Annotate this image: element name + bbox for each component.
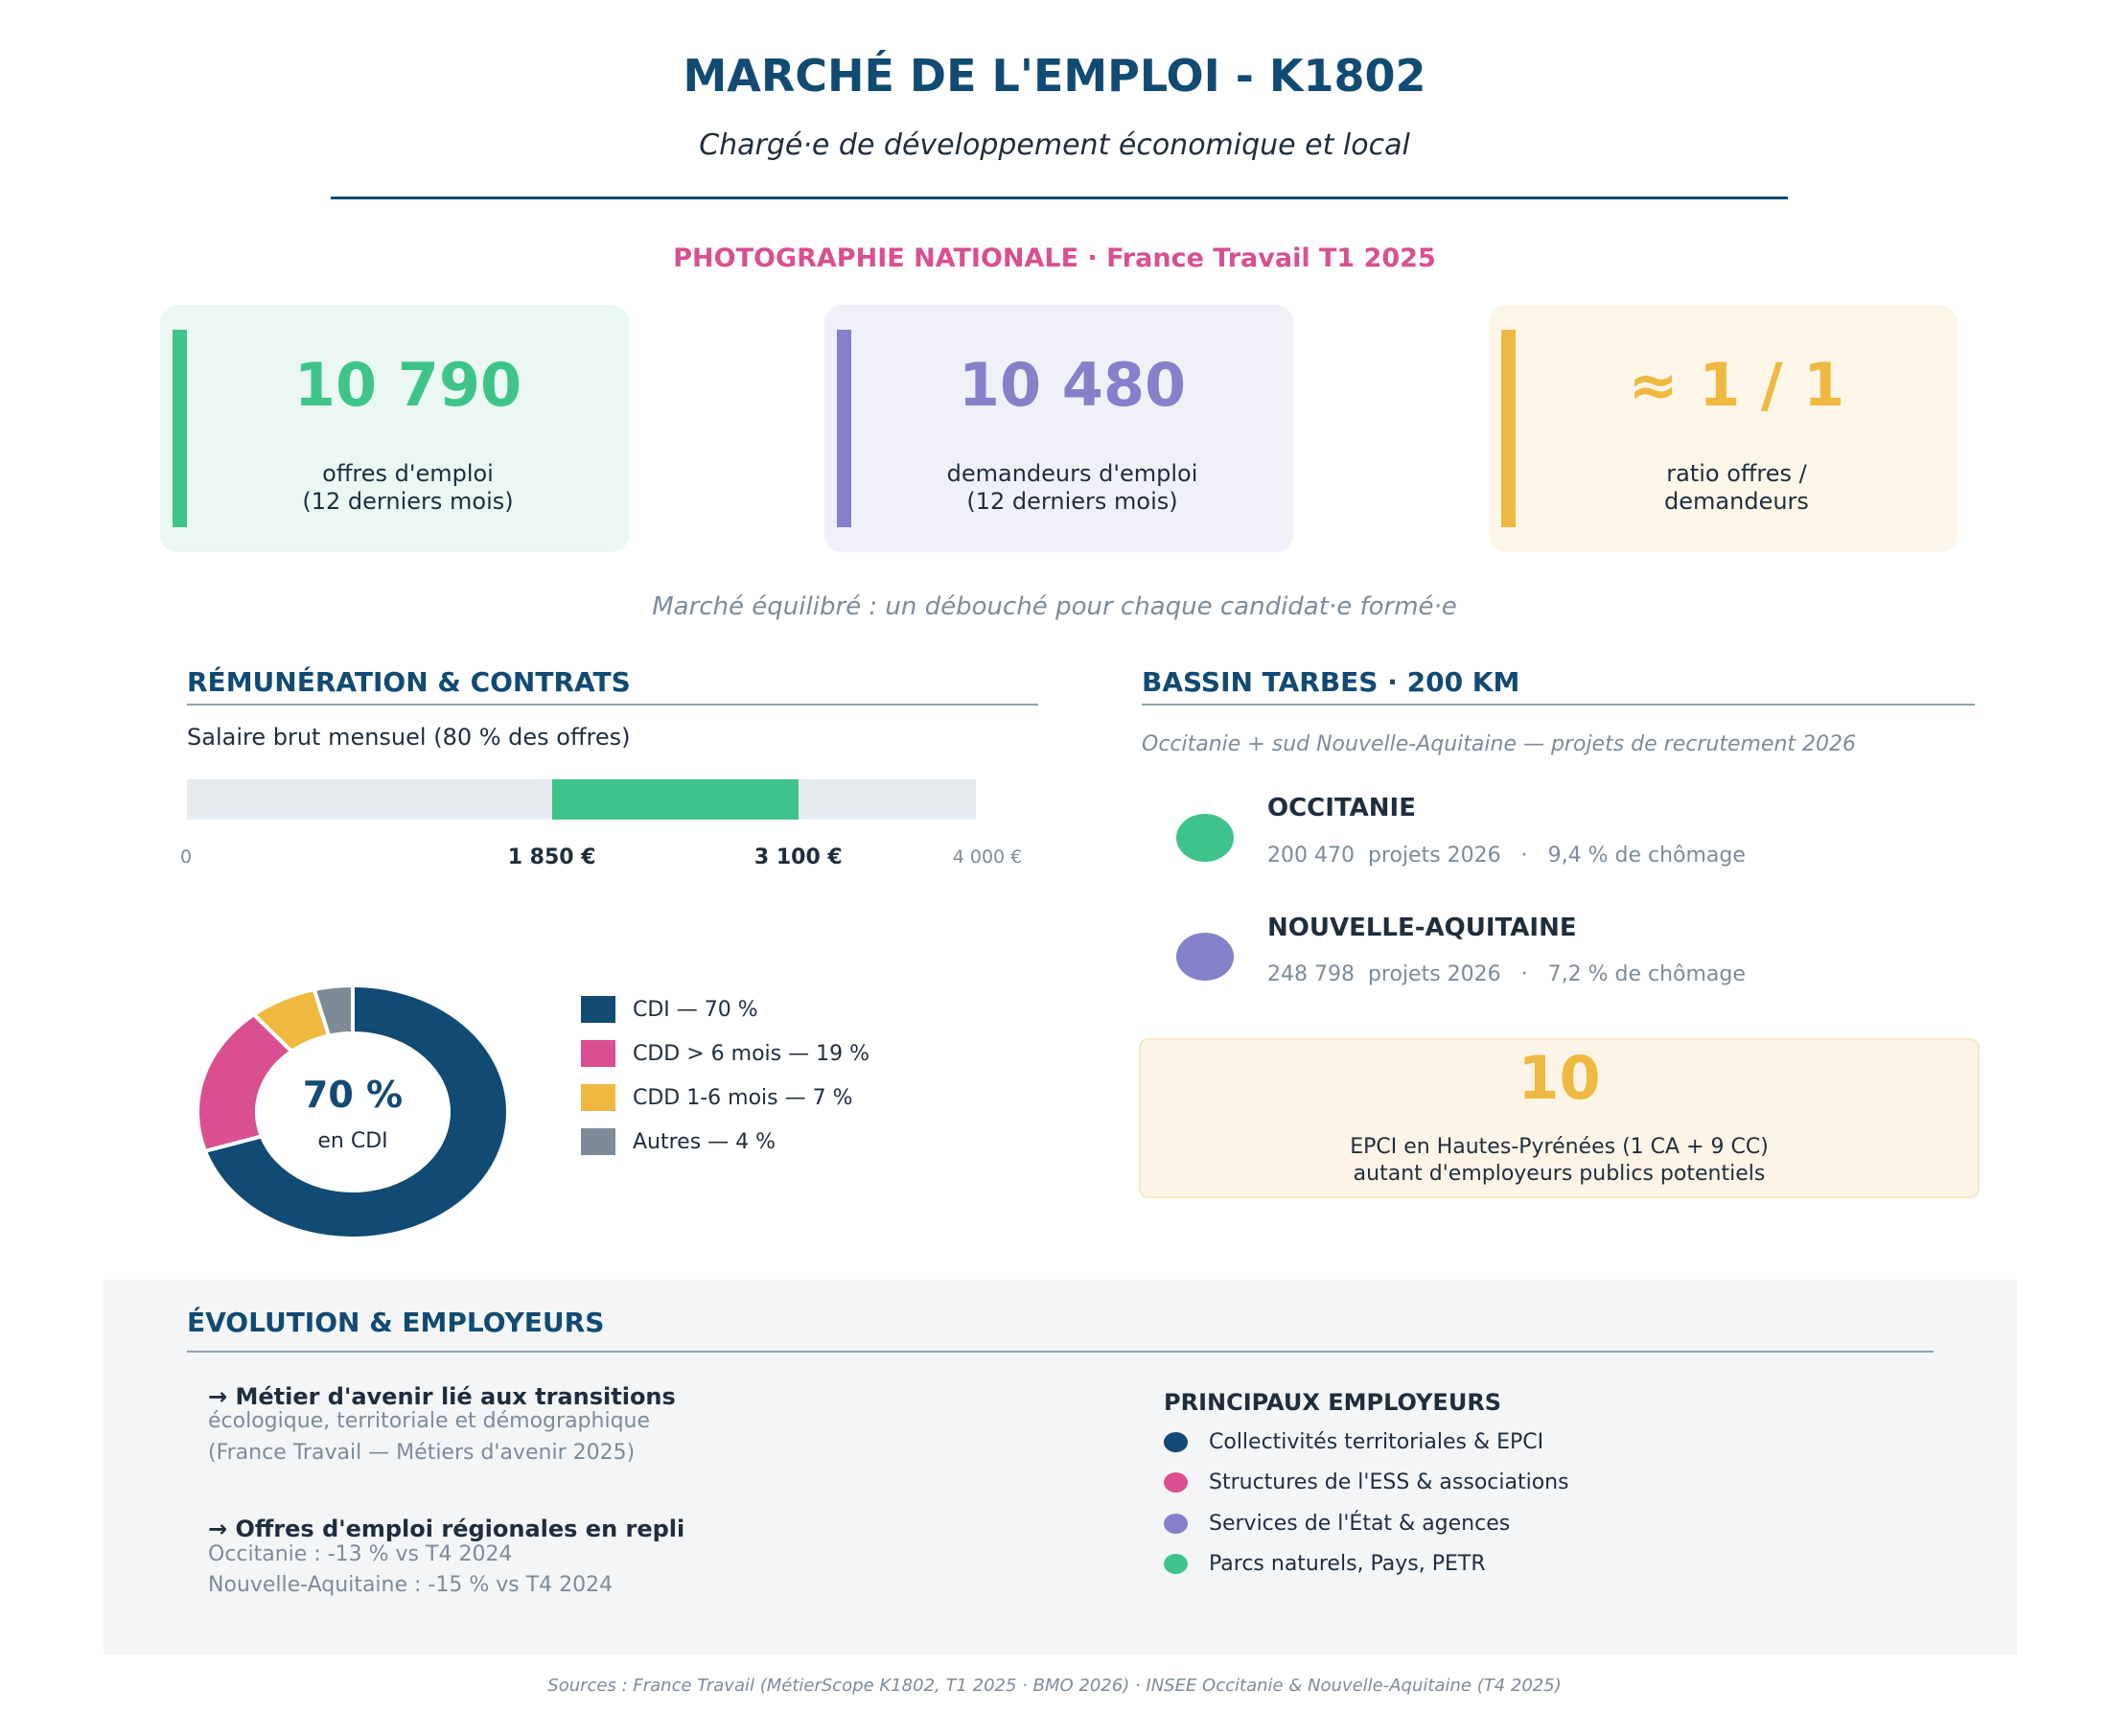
legend-label: CDI — 70 % (633, 997, 758, 1022)
employer-label: Structures de l'ESS & associations (1209, 1470, 1569, 1494)
contracts-donut-chart (196, 983, 510, 1240)
donut-slice-cdi (202, 983, 510, 1240)
kpi-accent-bar (837, 330, 851, 527)
employer-label: Collectivités territoriales & EPCI (1209, 1429, 1544, 1454)
employer-item: Parcs naturels, Pays, PETR (1164, 1549, 1486, 1578)
region-meta-occitanie: 200 470 projets 2026 · 9,4 % de chômage (1267, 844, 1746, 868)
region-dot-occitanie (1176, 814, 1234, 862)
region-name-nouvelle-aquitaine: NOUVELLE-AQUITAINE (1267, 914, 1577, 942)
bassin-heading: BASSIN TARBES · 200 KM (1142, 666, 1520, 698)
donut-center-value: 70 % (302, 1074, 404, 1116)
tick-max: 4 000 € (952, 846, 1023, 868)
kpi-card-offers: 10 790 offres d'emploi (12 derniers mois… (160, 305, 629, 552)
page-title: MARCHÉ DE L'EMPLOI - K1802 (683, 50, 1426, 102)
region-dot-nouvelle-aquitaine (1176, 933, 1234, 981)
legend-item-cdi: CDI — 70 % (581, 995, 758, 1024)
evolution-heading: ÉVOLUTION & EMPLOYEURS (187, 1307, 605, 1338)
employers-heading: PRINCIPAUX EMPLOYEURS (1164, 1389, 1502, 1416)
kpi-card-ratio: ≈ 1 / 1 ratio offres / demandeurs (1489, 305, 1958, 552)
page-subtitle: Chargé·e de développement économique et … (699, 128, 1410, 162)
sources-footer: Sources : France Travail (MétierScope K1… (547, 1676, 1562, 1696)
employer-bullet (1164, 1513, 1188, 1534)
remuneration-heading: RÉMUNÉRATION & CONTRATS (187, 666, 631, 698)
epci-line2: autant d'employeurs publics potentiels (1353, 1162, 1766, 1186)
region-meta-nouvelle-aquitaine: 248 798 projets 2026 · 7,2 % de chômage (1267, 962, 1746, 986)
kpi-label: offres d'emploi (12 derniers mois) (187, 460, 629, 516)
epci-value: 10 (1518, 1043, 1601, 1113)
kpi-accent-bar (173, 330, 187, 527)
region-name-occitanie: OCCITANIE (1267, 794, 1416, 822)
kpi-label-line2: (12 derniers mois) (966, 488, 1178, 515)
donut-center-label: en CDI (317, 1129, 388, 1153)
kpi-label: demandeurs d'emploi (12 derniers mois) (851, 460, 1293, 516)
title-divider (331, 197, 1788, 199)
legend-item-cdd-long: CDD > 6 mois — 19 % (581, 1039, 869, 1068)
national-snapshot-heading: PHOTOGRAPHIE NATIONALE · France Travail … (673, 243, 1436, 273)
trend-line: Occitanie : -13 % vs T4 2024 (208, 1542, 513, 1566)
trend-title-avenir: → Métier d'avenir lié aux transitions (208, 1383, 676, 1410)
kpi-label-line2: demandeurs (1664, 488, 1809, 515)
kpi-value: 10 790 (293, 350, 522, 420)
legend-swatch (581, 1040, 615, 1067)
employer-item: Structures de l'ESS & associations (1164, 1468, 1569, 1496)
kpi-label-line1: ratio offres / (1666, 460, 1807, 487)
legend-label: CDD 1-6 mois — 7 % (633, 1085, 853, 1110)
kpi-value: 10 480 (958, 350, 1187, 420)
trend-line: Nouvelle-Aquitaine : -15 % vs T4 2024 (208, 1573, 614, 1597)
employer-bullet (1164, 1431, 1188, 1452)
remuneration-rule (187, 704, 1038, 706)
bassin-rule (1142, 704, 1975, 706)
evolution-panel (104, 1280, 2017, 1655)
employer-item: Collectivités territoriales & EPCI (1164, 1427, 1543, 1456)
trend-line: écologique, territoriale et démographiqu… (208, 1409, 651, 1433)
legend-item-cdd-short: CDD 1-6 mois — 7 % (581, 1083, 853, 1112)
trend-title-repli: → Offres d'emploi régionales en repli (208, 1516, 685, 1542)
legend-swatch (581, 1128, 615, 1155)
legend-item-autres: Autres — 4 % (581, 1127, 776, 1156)
bassin-caption: Occitanie + sud Nouvelle-Aquitaine — pro… (1142, 732, 1857, 756)
tick-high: 3 100 € (753, 845, 843, 869)
employer-item: Services de l'État & agences (1164, 1509, 1510, 1538)
legend-swatch (581, 1084, 615, 1111)
donut-slice-autres (312, 983, 355, 1038)
employer-label: Parcs naturels, Pays, PETR (1209, 1551, 1486, 1576)
kpi-label-line2: (12 derniers mois) (302, 488, 514, 515)
evolution-rule (187, 1351, 1934, 1353)
salary-range-fill (551, 779, 799, 820)
trend-line: (France Travail — Métiers d'avenir 2025) (208, 1441, 636, 1465)
legend-swatch (581, 996, 615, 1023)
salary-caption: Salaire brut mensuel (80 % des offres) (187, 724, 631, 751)
kpi-label-line1: offres d'emploi (322, 460, 494, 487)
kpi-label: ratio offres / demandeurs (1516, 460, 1958, 516)
tick-zero: 0 (180, 846, 193, 868)
market-tagline: Marché équilibré : un débouché pour chaq… (652, 592, 1457, 621)
kpi-value: ≈ 1 / 1 (1628, 350, 1845, 420)
epci-text: EPCI en Hautes-Pyrénées (1 CA + 9 CC) au… (1139, 1134, 1980, 1188)
employer-label: Services de l'État & agences (1209, 1511, 1511, 1536)
legend-label: CDD > 6 mois — 19 % (633, 1041, 869, 1066)
epci-line1: EPCI en Hautes-Pyrénées (1 CA + 9 CC) (1350, 1135, 1769, 1159)
employer-bullet (1164, 1471, 1188, 1493)
employer-bullet (1164, 1553, 1188, 1574)
epci-callout (1139, 1038, 1980, 1198)
kpi-card-jobseekers: 10 480 demandeurs d'emploi (12 derniers … (824, 305, 1293, 552)
legend-label: Autres — 4 % (633, 1129, 776, 1154)
tick-low: 1 850 € (507, 845, 596, 869)
kpi-accent-bar (1501, 330, 1516, 527)
kpi-label-line1: demandeurs d'emploi (946, 460, 1198, 487)
